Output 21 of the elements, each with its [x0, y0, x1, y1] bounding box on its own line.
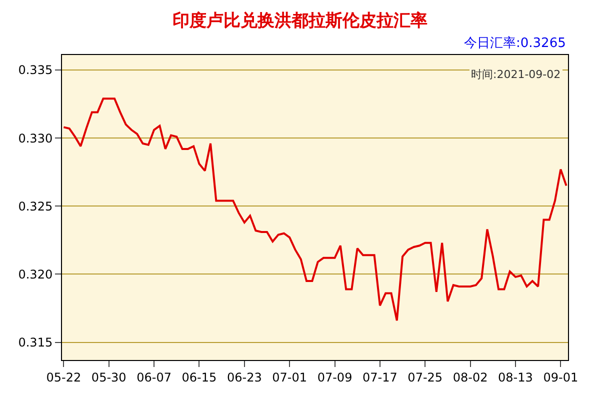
y-tick-label: 0.325 [18, 199, 53, 214]
line-series [62, 98, 568, 322]
y-tick-label: 0.335 [18, 63, 53, 78]
y-tick-label: 0.330 [18, 131, 53, 146]
x-tick-label: 06-07 [136, 370, 172, 384]
x-tick-label: 06-23 [226, 370, 262, 384]
x-tick-label: 09-01 [543, 370, 578, 384]
text: 今日汇率:0.3265 [464, 35, 566, 51]
y-tick-label: 0.315 [18, 336, 53, 350]
x-tick-label: 08-13 [498, 370, 533, 384]
x-tick-label: 07-25 [408, 370, 443, 384]
x-tick-label: 05-22 [46, 370, 82, 384]
x-tick-label: 07-09 [317, 370, 352, 384]
y-tick-label: 0.320 [18, 267, 53, 282]
annotation: 时间:2021-09-02 [471, 68, 561, 81]
x-tick-label: 06-15 [182, 370, 217, 384]
x-tick-label: 08-02 [452, 370, 488, 384]
x-tick-label: 07-17 [362, 370, 398, 384]
x-tick-label: 05-30 [91, 370, 126, 384]
chart-title: 印度卢比兑换洪都拉斯伦皮拉汇率 [172, 10, 428, 31]
x-tick-label: 07-01 [272, 370, 308, 384]
